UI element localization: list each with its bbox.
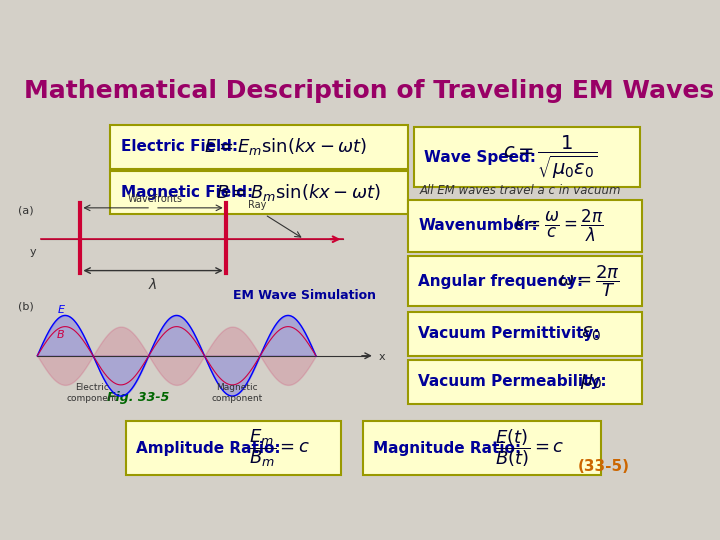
FancyBboxPatch shape	[408, 200, 642, 252]
Text: $k = \dfrac{\omega}{c} = \dfrac{2\pi}{\lambda}$: $k = \dfrac{\omega}{c} = \dfrac{2\pi}{\l…	[514, 207, 603, 244]
Text: Wavenumber:: Wavenumber:	[418, 218, 538, 233]
FancyBboxPatch shape	[364, 421, 600, 475]
Text: $\dfrac{E(t)}{B(t)} = c$: $\dfrac{E(t)}{B(t)} = c$	[495, 427, 564, 469]
Text: Electric
component: Electric component	[67, 383, 118, 403]
Text: $\omega = \dfrac{2\pi}{T}$: $\omega = \dfrac{2\pi}{T}$	[557, 263, 619, 299]
Text: Mathematical Description of Traveling EM Waves: Mathematical Description of Traveling EM…	[24, 79, 714, 103]
Text: Wavefronts: Wavefronts	[127, 194, 182, 205]
Text: Ray: Ray	[248, 200, 266, 210]
Text: (33-5): (33-5)	[578, 460, 630, 474]
Text: Fig. 33-5: Fig. 33-5	[107, 391, 169, 404]
Text: Vacuum Permeability:: Vacuum Permeability:	[418, 374, 607, 389]
Text: Amplitude Ratio:: Amplitude Ratio:	[136, 441, 281, 456]
Text: Wave Speed:: Wave Speed:	[423, 150, 536, 165]
FancyBboxPatch shape	[408, 256, 642, 306]
Text: $B = B_m \sin(kx - \omega t)$: $B = B_m \sin(kx - \omega t)$	[215, 182, 381, 203]
FancyBboxPatch shape	[126, 421, 341, 475]
Text: Magnetic Field:: Magnetic Field:	[121, 185, 253, 200]
Text: y: y	[30, 247, 37, 257]
Text: Electric Field:: Electric Field:	[121, 139, 238, 154]
Text: $E = E_m \sin(kx - \omega t)$: $E = E_m \sin(kx - \omega t)$	[204, 136, 368, 157]
Text: E: E	[58, 305, 64, 315]
Text: $c = \dfrac{1}{\sqrt{\mu_0 \varepsilon_0}}$: $c = \dfrac{1}{\sqrt{\mu_0 \varepsilon_0…	[503, 134, 598, 181]
Text: All EM waves travel a c in vacuum: All EM waves travel a c in vacuum	[419, 184, 621, 197]
Text: (a): (a)	[18, 206, 33, 215]
FancyBboxPatch shape	[413, 127, 639, 187]
Text: $\dfrac{E_m}{B_m} = c$: $\dfrac{E_m}{B_m} = c$	[249, 427, 310, 469]
FancyBboxPatch shape	[408, 360, 642, 404]
Text: x: x	[379, 352, 385, 362]
Text: Angular frequency:: Angular frequency:	[418, 274, 583, 288]
Text: $\lambda$: $\lambda$	[148, 278, 158, 292]
Text: (b): (b)	[18, 302, 33, 312]
FancyBboxPatch shape	[109, 171, 408, 214]
Text: EM Wave Simulation: EM Wave Simulation	[233, 289, 376, 302]
FancyBboxPatch shape	[109, 125, 408, 168]
Text: $\mu_0$: $\mu_0$	[580, 372, 603, 391]
Text: Magnitude Ratio:: Magnitude Ratio:	[374, 441, 521, 456]
Text: B: B	[57, 330, 65, 340]
Text: Vacuum Permittivity:: Vacuum Permittivity:	[418, 326, 600, 341]
Text: Magnetic
component: Magnetic component	[212, 383, 263, 403]
Text: $\varepsilon_0$: $\varepsilon_0$	[581, 325, 601, 343]
FancyBboxPatch shape	[408, 312, 642, 356]
